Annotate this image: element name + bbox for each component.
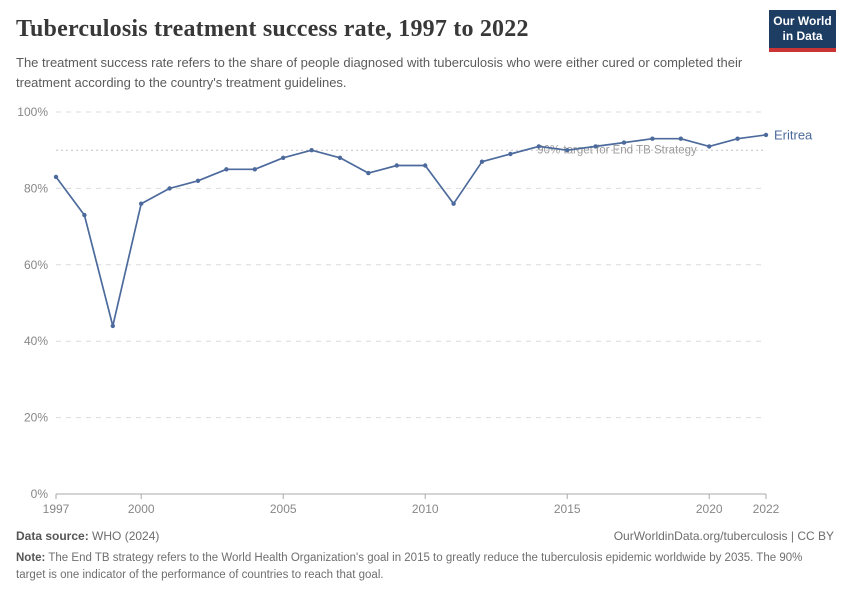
svg-text:0%: 0%: [31, 487, 49, 501]
chart-title: Tuberculosis treatment success rate, 199…: [16, 16, 529, 42]
data-source-value: WHO (2024): [92, 529, 160, 543]
note-label: Note:: [16, 552, 46, 564]
svg-text:2000: 2000: [128, 502, 155, 516]
chart-note: Note: The End TB strategy refers to the …: [16, 550, 834, 583]
svg-text:40%: 40%: [24, 334, 48, 348]
svg-text:80%: 80%: [24, 181, 48, 195]
owid-logo-line1: Our World: [773, 14, 832, 28]
svg-text:2010: 2010: [412, 502, 439, 516]
data-source: Data source: WHO (2024): [16, 529, 159, 543]
svg-text:20%: 20%: [24, 411, 48, 425]
svg-text:2020: 2020: [696, 502, 723, 516]
svg-text:2015: 2015: [554, 502, 581, 516]
note-text: The End TB strategy refers to the World …: [16, 552, 803, 581]
svg-text:1997: 1997: [43, 502, 70, 516]
chart-subtitle: The treatment success rate refers to the…: [16, 55, 743, 90]
svg-text:Eritrea: Eritrea: [774, 127, 813, 142]
data-source-label: Data source:: [16, 529, 89, 543]
owid-logo-line2: in Data: [782, 29, 823, 43]
svg-text:90% target for End TB Strategy: 90% target for End TB Strategy: [537, 145, 697, 157]
svg-text:60%: 60%: [24, 258, 48, 272]
svg-text:2005: 2005: [270, 502, 297, 516]
owid-logo: Our World in Data: [769, 10, 836, 52]
footer: Data source: WHO (2024) OurWorldinData.o…: [16, 529, 834, 583]
attribution-link[interactable]: OurWorldinData.org/tuberculosis | CC BY: [613, 529, 834, 543]
svg-text:2022: 2022: [753, 502, 780, 516]
svg-text:100%: 100%: [17, 105, 48, 119]
